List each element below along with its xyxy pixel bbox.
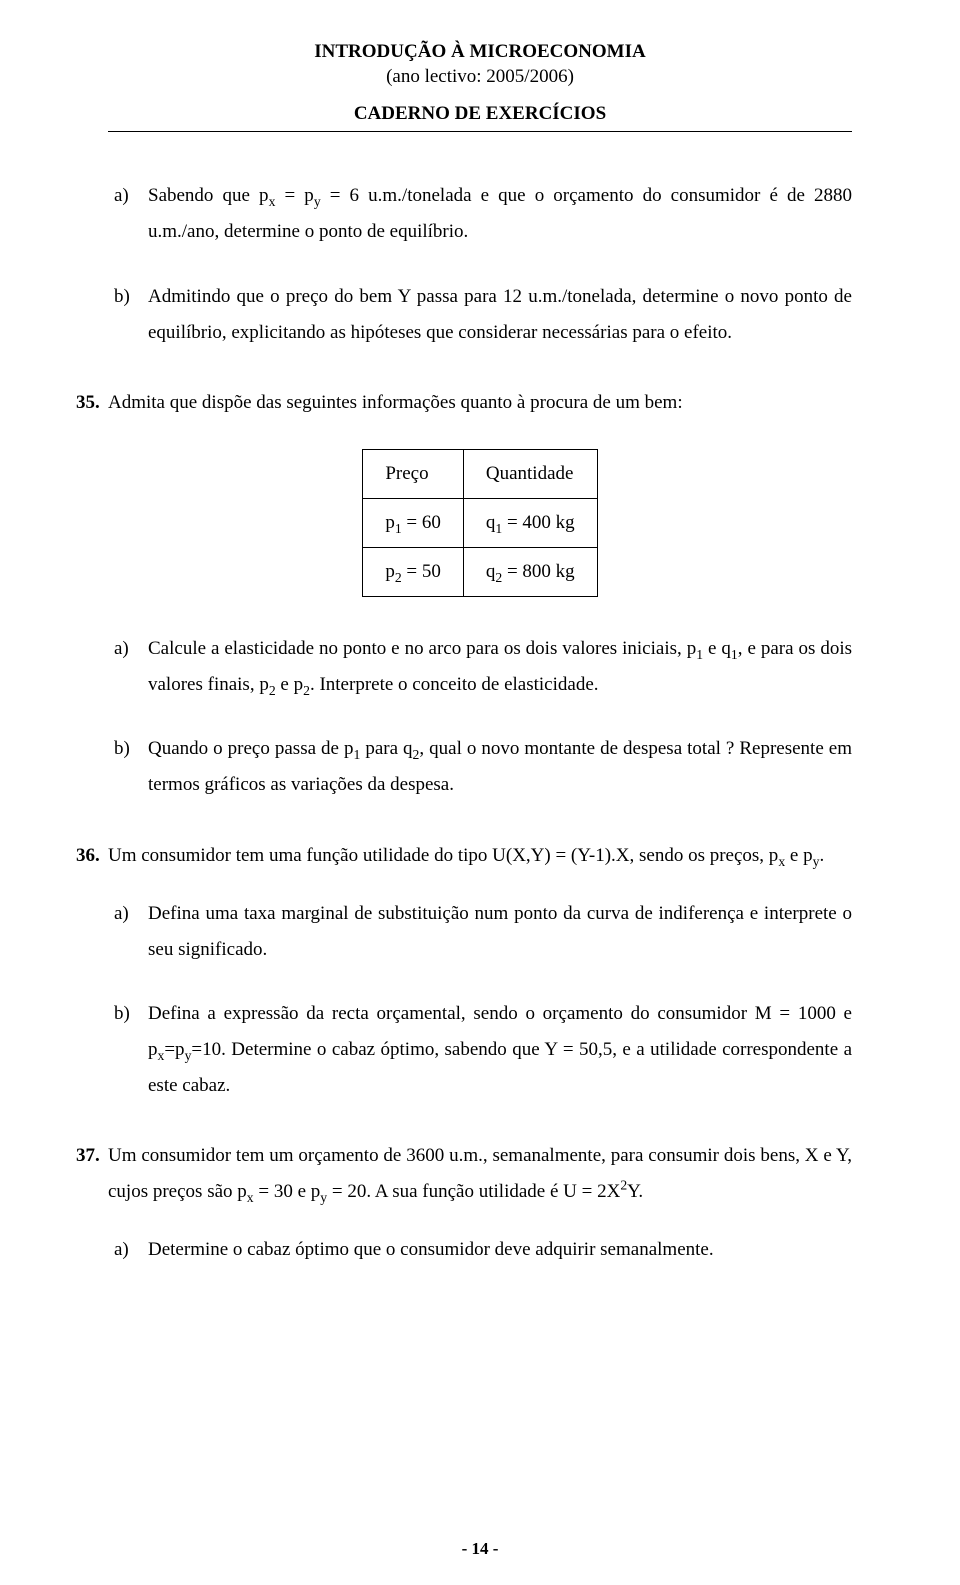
question-36: 36.Um consumidor tem uma função utilidad… (108, 838, 852, 1105)
question-intro: Admita que dispõe das seguintes informaç… (108, 392, 683, 413)
item-marker: b) (114, 996, 148, 1032)
table-cell: p1 = 60 (363, 498, 464, 547)
page-number: - 14 - (0, 1539, 960, 1559)
table-cell: p2 = 50 (363, 548, 464, 597)
list-item: a)Sabendo que px = py = 6 u.m./tonelada … (148, 178, 852, 250)
table-row: Preço Quantidade (363, 449, 597, 498)
text-fragment: = p (275, 185, 313, 206)
text-fragment: . Interprete o conceito de elasticidade. (310, 674, 599, 695)
header-subtitle: (ano lectivo: 2005/2006) (108, 65, 852, 90)
text-fragment: Um consumidor tem uma função utilidade d… (108, 845, 778, 866)
item-marker: a) (114, 896, 148, 932)
list-item: a)Determine o cabaz óptimo que o consumi… (148, 1232, 852, 1268)
subscript: 1 (731, 647, 738, 662)
text-fragment: Admitindo que o preço do bem Y passa par… (148, 286, 852, 343)
table-cell: q1 = 400 kg (463, 498, 597, 547)
text-fragment: Y. (627, 1181, 643, 1202)
list-item: a)Defina uma taxa marginal de substituiç… (148, 896, 852, 968)
text-fragment: Quando o preço passa de p (148, 738, 353, 759)
text-fragment: Sabendo que p (148, 185, 269, 206)
text-fragment: e q (703, 638, 731, 659)
text-fragment: para q (360, 738, 412, 759)
text-fragment: e p (276, 674, 303, 695)
text-fragment: . (819, 845, 824, 866)
item-marker: b) (114, 279, 148, 315)
item-marker: b) (114, 731, 148, 767)
table-header-quantity: Quantidade (463, 449, 597, 498)
text-fragment: Determine o cabaz óptimo que o consumido… (148, 1239, 714, 1260)
item-marker: a) (114, 1232, 148, 1268)
header-section: CADERNO DE EXERCÍCIOS (108, 103, 852, 129)
item-marker: a) (114, 178, 148, 214)
table-cell: q2 = 800 kg (463, 548, 597, 597)
question-35: 35.Admita que dispõe das seguintes infor… (108, 385, 852, 804)
table-row: p1 = 60 q1 = 400 kg (363, 498, 597, 547)
text-fragment: e p (785, 845, 812, 866)
document-page: INTRODUÇÃO À MICROECONOMIA (ano lectivo:… (0, 0, 960, 1585)
list-item: a)Calcule a elasticidade no ponto e no a… (148, 631, 852, 703)
question-number: 35. (76, 385, 108, 421)
page-header: INTRODUÇÃO À MICROECONOMIA (ano lectivo:… (108, 40, 852, 132)
list-item: b)Quando o preço passa de p1 para q2, qu… (148, 731, 852, 803)
question-number: 37. (76, 1138, 108, 1174)
text-fragment: =p (164, 1039, 184, 1060)
text-fragment: = 30 e p (254, 1181, 321, 1202)
text-fragment: =10. Determine o cabaz óptimo, sabendo q… (148, 1039, 852, 1096)
header-title: INTRODUÇÃO À MICROECONOMIA (108, 40, 852, 65)
text-fragment: Defina uma taxa marginal de substituição… (148, 903, 852, 960)
item-marker: a) (114, 631, 148, 667)
question-37: 37.Um consumidor tem um orçamento de 360… (108, 1138, 852, 1268)
subscript: 2 (269, 683, 276, 698)
table-row: p2 = 50 q2 = 800 kg (363, 548, 597, 597)
list-item: b)Admitindo que o preço do bem Y passa p… (148, 279, 852, 351)
text-fragment: Calcule a elasticidade no ponto e no arc… (148, 638, 696, 659)
table-header-price: Preço (363, 449, 464, 498)
subscript: x (247, 1190, 254, 1205)
text-fragment: = 20. A sua função utilidade é U = 2X (327, 1181, 620, 1202)
subscript: y (314, 194, 321, 209)
subscript: 2 (303, 683, 310, 698)
list-item: b)Defina a expressão da recta orçamental… (148, 996, 852, 1104)
price-quantity-table: Preço Quantidade p1 = 60 q1 = 400 kg p2 … (362, 449, 597, 597)
question-number: 36. (76, 838, 108, 874)
